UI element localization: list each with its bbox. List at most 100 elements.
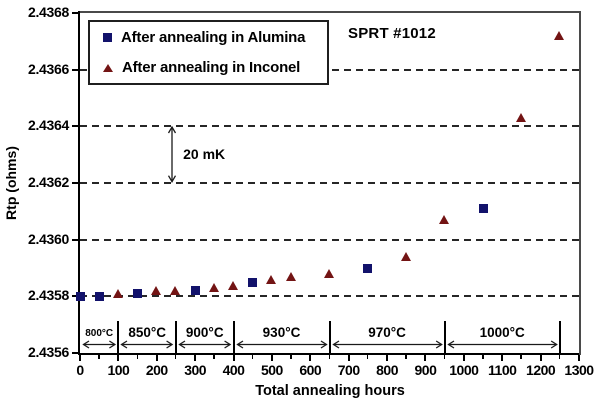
x-tick bbox=[501, 355, 504, 361]
region-divider bbox=[443, 321, 446, 353]
x-minor-tick bbox=[520, 355, 522, 359]
legend-item-inconel: After annealing in Inconel bbox=[103, 59, 327, 76]
x-tick bbox=[462, 355, 465, 361]
data-point-inconel bbox=[228, 280, 239, 290]
region-label: 970°C bbox=[368, 325, 406, 340]
data-point-inconel bbox=[112, 289, 123, 298]
x-tick-label: 300 bbox=[184, 362, 207, 378]
y-tick bbox=[72, 352, 78, 354]
region-extent-arrow-icon bbox=[82, 340, 117, 349]
region-extent-arrow-icon bbox=[178, 340, 232, 349]
region-divider bbox=[232, 321, 235, 353]
gridline bbox=[80, 68, 579, 71]
x-tick-label: 1200 bbox=[526, 362, 556, 378]
y-tick bbox=[72, 182, 78, 184]
gridline bbox=[80, 125, 579, 128]
x-axis-title: Total annealing hours bbox=[255, 383, 405, 399]
legend: After annealing in Alumina After anneali… bbox=[88, 20, 329, 85]
data-point-inconel bbox=[208, 283, 219, 293]
region-label: 800°C bbox=[85, 328, 114, 339]
x-minor-tick bbox=[443, 355, 446, 359]
x-tick bbox=[424, 355, 427, 361]
y-tick-label: 2.4356 bbox=[27, 344, 69, 360]
span-20mk-arrow-icon bbox=[168, 126, 177, 184]
x-tick-label: 500 bbox=[260, 362, 283, 378]
x-tick bbox=[232, 355, 235, 361]
x-tick bbox=[386, 355, 389, 361]
plot-top-border bbox=[80, 11, 581, 13]
y-axis-line bbox=[78, 11, 80, 355]
y-tick bbox=[72, 12, 78, 14]
legend-label-alumina: After annealing in Alumina bbox=[121, 28, 306, 46]
x-minor-tick bbox=[174, 355, 177, 359]
gridline bbox=[80, 238, 579, 241]
x-minor-tick bbox=[328, 355, 330, 359]
region-label: 900°C bbox=[185, 325, 224, 340]
data-point-inconel bbox=[324, 269, 334, 279]
gridline bbox=[80, 295, 579, 298]
y-tick bbox=[72, 68, 78, 71]
y-tick-label: 2.4358 bbox=[27, 287, 69, 304]
sprt-id-annotation: SPRT #1012 bbox=[348, 25, 436, 42]
x-minor-tick bbox=[558, 355, 561, 359]
x-minor-tick bbox=[136, 355, 139, 359]
x-tick bbox=[347, 355, 350, 361]
x-tick-label: 1100 bbox=[488, 362, 517, 378]
x-tick-label: 1000 bbox=[449, 362, 479, 378]
legend-label-inconel: After annealing in Inconel bbox=[122, 59, 301, 77]
region-label: 1000°C bbox=[479, 325, 525, 340]
data-point-inconel bbox=[439, 215, 450, 225]
x-tick-label: 0 bbox=[76, 362, 84, 378]
y-tick-label: 2.4368 bbox=[27, 4, 69, 20]
x-minor-tick bbox=[290, 355, 292, 359]
data-point-alumina bbox=[75, 291, 85, 301]
x-tick bbox=[194, 355, 197, 361]
x-tick bbox=[155, 355, 158, 361]
x-tick bbox=[117, 355, 120, 361]
region-extent-arrow-icon bbox=[331, 340, 443, 349]
data-point-alumina bbox=[248, 277, 258, 287]
region-divider bbox=[328, 321, 331, 353]
x-minor-tick bbox=[251, 355, 254, 359]
legend-item-alumina: After annealing in Alumina bbox=[103, 29, 327, 46]
data-point-alumina bbox=[190, 286, 200, 296]
data-point-alumina bbox=[478, 204, 488, 213]
x-tick-label: 200 bbox=[145, 362, 168, 378]
square-marker-icon bbox=[103, 32, 112, 42]
x-tick-label: 600 bbox=[299, 362, 322, 378]
data-point-inconel bbox=[400, 252, 411, 262]
data-point-alumina bbox=[363, 263, 373, 273]
x-minor-tick bbox=[98, 355, 100, 359]
x-minor-tick bbox=[366, 355, 369, 359]
x-minor-tick bbox=[482, 355, 484, 359]
x-tick bbox=[79, 355, 81, 361]
triangle-marker-icon bbox=[103, 63, 113, 72]
region-divider bbox=[558, 321, 561, 353]
span-20mk-label: 20 mK bbox=[183, 145, 226, 162]
y-tick bbox=[72, 125, 78, 128]
data-point-alumina bbox=[94, 291, 104, 301]
y-tick bbox=[72, 295, 78, 298]
x-tick-label: 700 bbox=[337, 362, 360, 378]
x-tick bbox=[309, 355, 312, 361]
x-minor-tick bbox=[213, 355, 215, 359]
y-tick-label: 2.4364 bbox=[27, 117, 69, 134]
y-tick-label: 2.4362 bbox=[27, 174, 69, 190]
x-tick-label: 1300 bbox=[564, 362, 594, 378]
data-point-inconel bbox=[266, 274, 277, 284]
region-label: 850°C bbox=[128, 325, 167, 340]
x-tick bbox=[539, 355, 542, 361]
region-divider bbox=[117, 321, 120, 353]
data-point-inconel bbox=[151, 286, 162, 296]
x-tick-label: 800 bbox=[376, 362, 398, 378]
plot-right-border bbox=[579, 11, 581, 355]
region-extent-arrow-icon bbox=[446, 340, 558, 349]
data-point-inconel bbox=[554, 31, 565, 41]
data-point-alumina bbox=[133, 289, 143, 298]
y-tick-label: 2.4366 bbox=[27, 60, 69, 77]
x-minor-tick bbox=[405, 355, 407, 359]
x-tick bbox=[270, 355, 273, 361]
x-tick-label: 400 bbox=[222, 362, 245, 378]
gridline bbox=[80, 182, 579, 184]
